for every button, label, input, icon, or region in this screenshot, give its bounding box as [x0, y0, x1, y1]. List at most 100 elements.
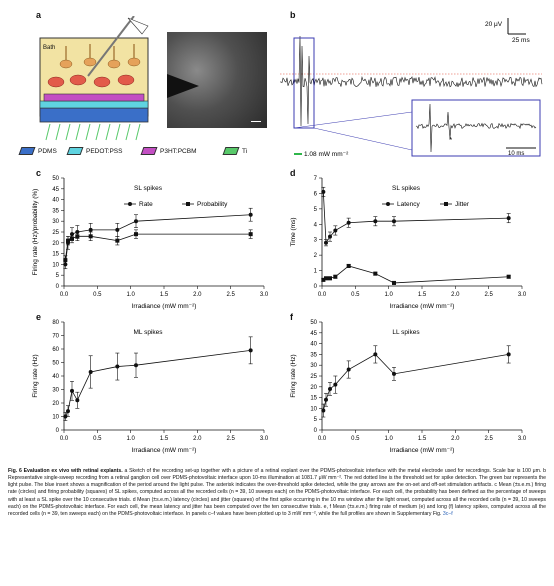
data-point — [392, 280, 396, 285]
x-axis-label: Irradiance (mW mm⁻²) — [132, 303, 197, 310]
y-tick-label: 45 — [52, 187, 59, 193]
data-point — [248, 232, 253, 237]
data-point — [66, 238, 70, 243]
data-point — [70, 388, 74, 393]
x-tick-label: 2.5 — [226, 436, 235, 442]
caption-title-rest: Evaluation ex vivo with retinal explants… — [21, 468, 123, 474]
panel-f-label: f — [290, 312, 293, 322]
data-point — [321, 408, 326, 413]
x-tick-label: 0.0 — [318, 436, 327, 442]
x-tick-label: 1.5 — [160, 292, 169, 298]
legend-marker — [186, 202, 190, 206]
caption-title: Fig. 6 — [8, 468, 22, 474]
data-point — [63, 414, 68, 419]
y-axis-label: Firing rate (Hz)/probability (%) — [32, 189, 39, 276]
x-tick-label: 0.5 — [351, 436, 360, 442]
data-point — [134, 363, 138, 368]
x-tick-label: 2.5 — [226, 292, 235, 298]
panel-c-label: c — [36, 168, 42, 178]
series-line — [323, 265, 509, 284]
y-tick-label: 5 — [314, 207, 318, 213]
data-point — [248, 212, 253, 217]
y-tick-label: 20 — [52, 241, 59, 247]
y-tick-label: 6 — [314, 191, 318, 197]
data-point — [346, 263, 351, 268]
x-tick-label: 2.0 — [451, 436, 460, 442]
y-tick-label: 4 — [314, 222, 318, 228]
y-axis-label: Time (ms) — [290, 217, 297, 246]
chart-panel-e: 0.0 0.5 1.0 1.5 2.0 2.5 3.0 0 10 20 30 40 50 60 70 80 Ir… — [32, 320, 269, 454]
legend-label: Latency — [397, 201, 421, 208]
legend-marker — [386, 202, 390, 206]
series-line — [64, 349, 251, 417]
x-tick-label: 2.0 — [193, 436, 202, 442]
y-tick-label: 50 — [52, 361, 59, 367]
zoom-connector — [313, 127, 413, 151]
materials-legend: PDMS PEDOT:PSS P3HT:PCBM Ti — [18, 147, 280, 161]
data-point — [346, 220, 351, 225]
data-point — [333, 228, 338, 233]
chart-title: SL spikes — [392, 185, 421, 192]
y-tick-label: 30 — [52, 219, 59, 225]
x-tick-label: 0.5 — [93, 292, 102, 298]
data-point — [333, 382, 338, 387]
data-point — [66, 409, 70, 414]
data-point — [333, 274, 338, 279]
chart-title: LL spikes — [392, 329, 420, 336]
legend-label: Probability — [197, 201, 228, 208]
data-point — [88, 227, 93, 232]
x-tick-label: 3.0 — [518, 292, 527, 298]
data-point — [392, 219, 396, 224]
caption-link[interactable]: 3c–f — [442, 510, 453, 517]
x-tick-label: 1.5 — [418, 292, 427, 298]
legend-label: Rate — [139, 201, 153, 208]
x-tick-label: 0.0 — [60, 292, 69, 298]
x-tick-label: 0.5 — [351, 292, 360, 298]
y-tick-label: 50 — [52, 176, 59, 182]
y-tick-label: 80 — [52, 320, 59, 326]
inset-trace — [415, 103, 537, 153]
y-tick-label: 0 — [56, 284, 60, 290]
legend-pedot: PEDOT:PSS — [86, 147, 123, 155]
data-point — [115, 238, 120, 243]
y-tick-label: 15 — [310, 396, 317, 402]
data-point — [88, 234, 93, 239]
x-tick-label: 1.5 — [160, 436, 169, 442]
data-point — [328, 234, 332, 239]
panel-b-label: b — [290, 10, 296, 20]
p3ht-swatch — [140, 147, 158, 155]
y-tick-label: 60 — [52, 347, 59, 353]
y-tick-label: 5 — [314, 417, 318, 423]
y-tick-label: 30 — [310, 363, 317, 369]
x-tick-label: 3.0 — [260, 292, 269, 298]
x-tick-label: 1.0 — [384, 292, 393, 298]
y-tick-label: 10 — [52, 262, 59, 268]
y-tick-label: 0 — [314, 284, 318, 290]
x-tick-label: 3.0 — [518, 436, 527, 442]
y-tick-label: 20 — [310, 385, 317, 391]
series-line — [64, 214, 251, 265]
time-scale: 25 ms — [512, 37, 530, 44]
x-tick-label: 0.0 — [318, 292, 327, 298]
x-tick-label: 1.0 — [126, 292, 135, 298]
data-point — [506, 274, 511, 279]
data-point — [373, 352, 378, 357]
data-point — [75, 398, 80, 403]
data-point — [321, 189, 326, 194]
y-tick-label: 10 — [52, 415, 59, 421]
inset-box — [411, 99, 541, 157]
y-tick-label: 35 — [310, 352, 317, 358]
data-point — [70, 236, 74, 241]
data-point — [392, 371, 396, 376]
recording-trace: * 20 μV 25 ms 10 ms 1.08 mW mm⁻² — [280, 18, 543, 158]
zoom-box — [293, 37, 315, 129]
x-tick-label: 2.0 — [451, 292, 460, 298]
chart-panel-f: 0.0 0.5 1.0 1.5 2.0 2.5 3.0 0 5 10 15 20 25 30 35 40 45 5… — [290, 320, 527, 454]
figure-caption: Fig. 6 Evaluation ex vivo with retinal e… — [8, 468, 546, 518]
caption-text: a Sketch of the recording set-up togethe… — [8, 468, 546, 517]
data-point — [373, 271, 378, 276]
y-tick-label: 30 — [52, 388, 59, 394]
x-tick-label: 1.0 — [384, 436, 393, 442]
legend-marker — [444, 202, 448, 206]
chart-title: SL spikes — [134, 185, 163, 192]
